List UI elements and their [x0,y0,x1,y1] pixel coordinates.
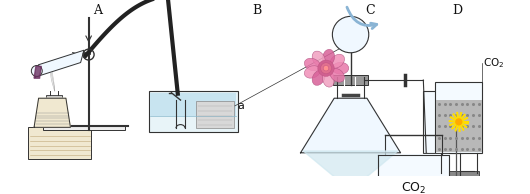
Polygon shape [301,98,401,153]
Ellipse shape [312,51,325,66]
Bar [436,100,482,152]
Polygon shape [34,66,41,78]
Circle shape [31,66,42,76]
Circle shape [321,63,331,74]
Bar [423,91,463,153]
Text: B: B [252,4,262,17]
Polygon shape [34,98,70,127]
Ellipse shape [312,70,325,85]
Ellipse shape [304,58,320,71]
Circle shape [332,16,369,53]
Polygon shape [303,151,398,178]
Bar [151,93,236,115]
Polygon shape [35,50,84,77]
Bar [28,127,91,159]
Text: A: A [93,4,102,17]
Text: CO$_2$: CO$_2$ [401,181,426,194]
Circle shape [323,66,329,71]
Bar [148,91,238,132]
Text: CO$_2$: CO$_2$ [483,57,505,70]
Bar [196,101,234,128]
Bar [439,171,479,176]
Ellipse shape [330,68,345,82]
Text: C: C [365,4,375,17]
Ellipse shape [332,62,349,74]
Bar [427,176,460,182]
Ellipse shape [323,49,334,66]
Ellipse shape [330,54,345,68]
Text: D: D [452,4,462,17]
Circle shape [318,60,334,76]
Ellipse shape [304,66,320,78]
Ellipse shape [323,71,334,87]
Bar [46,95,62,100]
Circle shape [455,118,463,126]
Bar [435,82,482,153]
Bar [43,126,125,130]
Polygon shape [378,155,449,194]
Text: a: a [237,101,244,111]
Bar [333,75,368,85]
